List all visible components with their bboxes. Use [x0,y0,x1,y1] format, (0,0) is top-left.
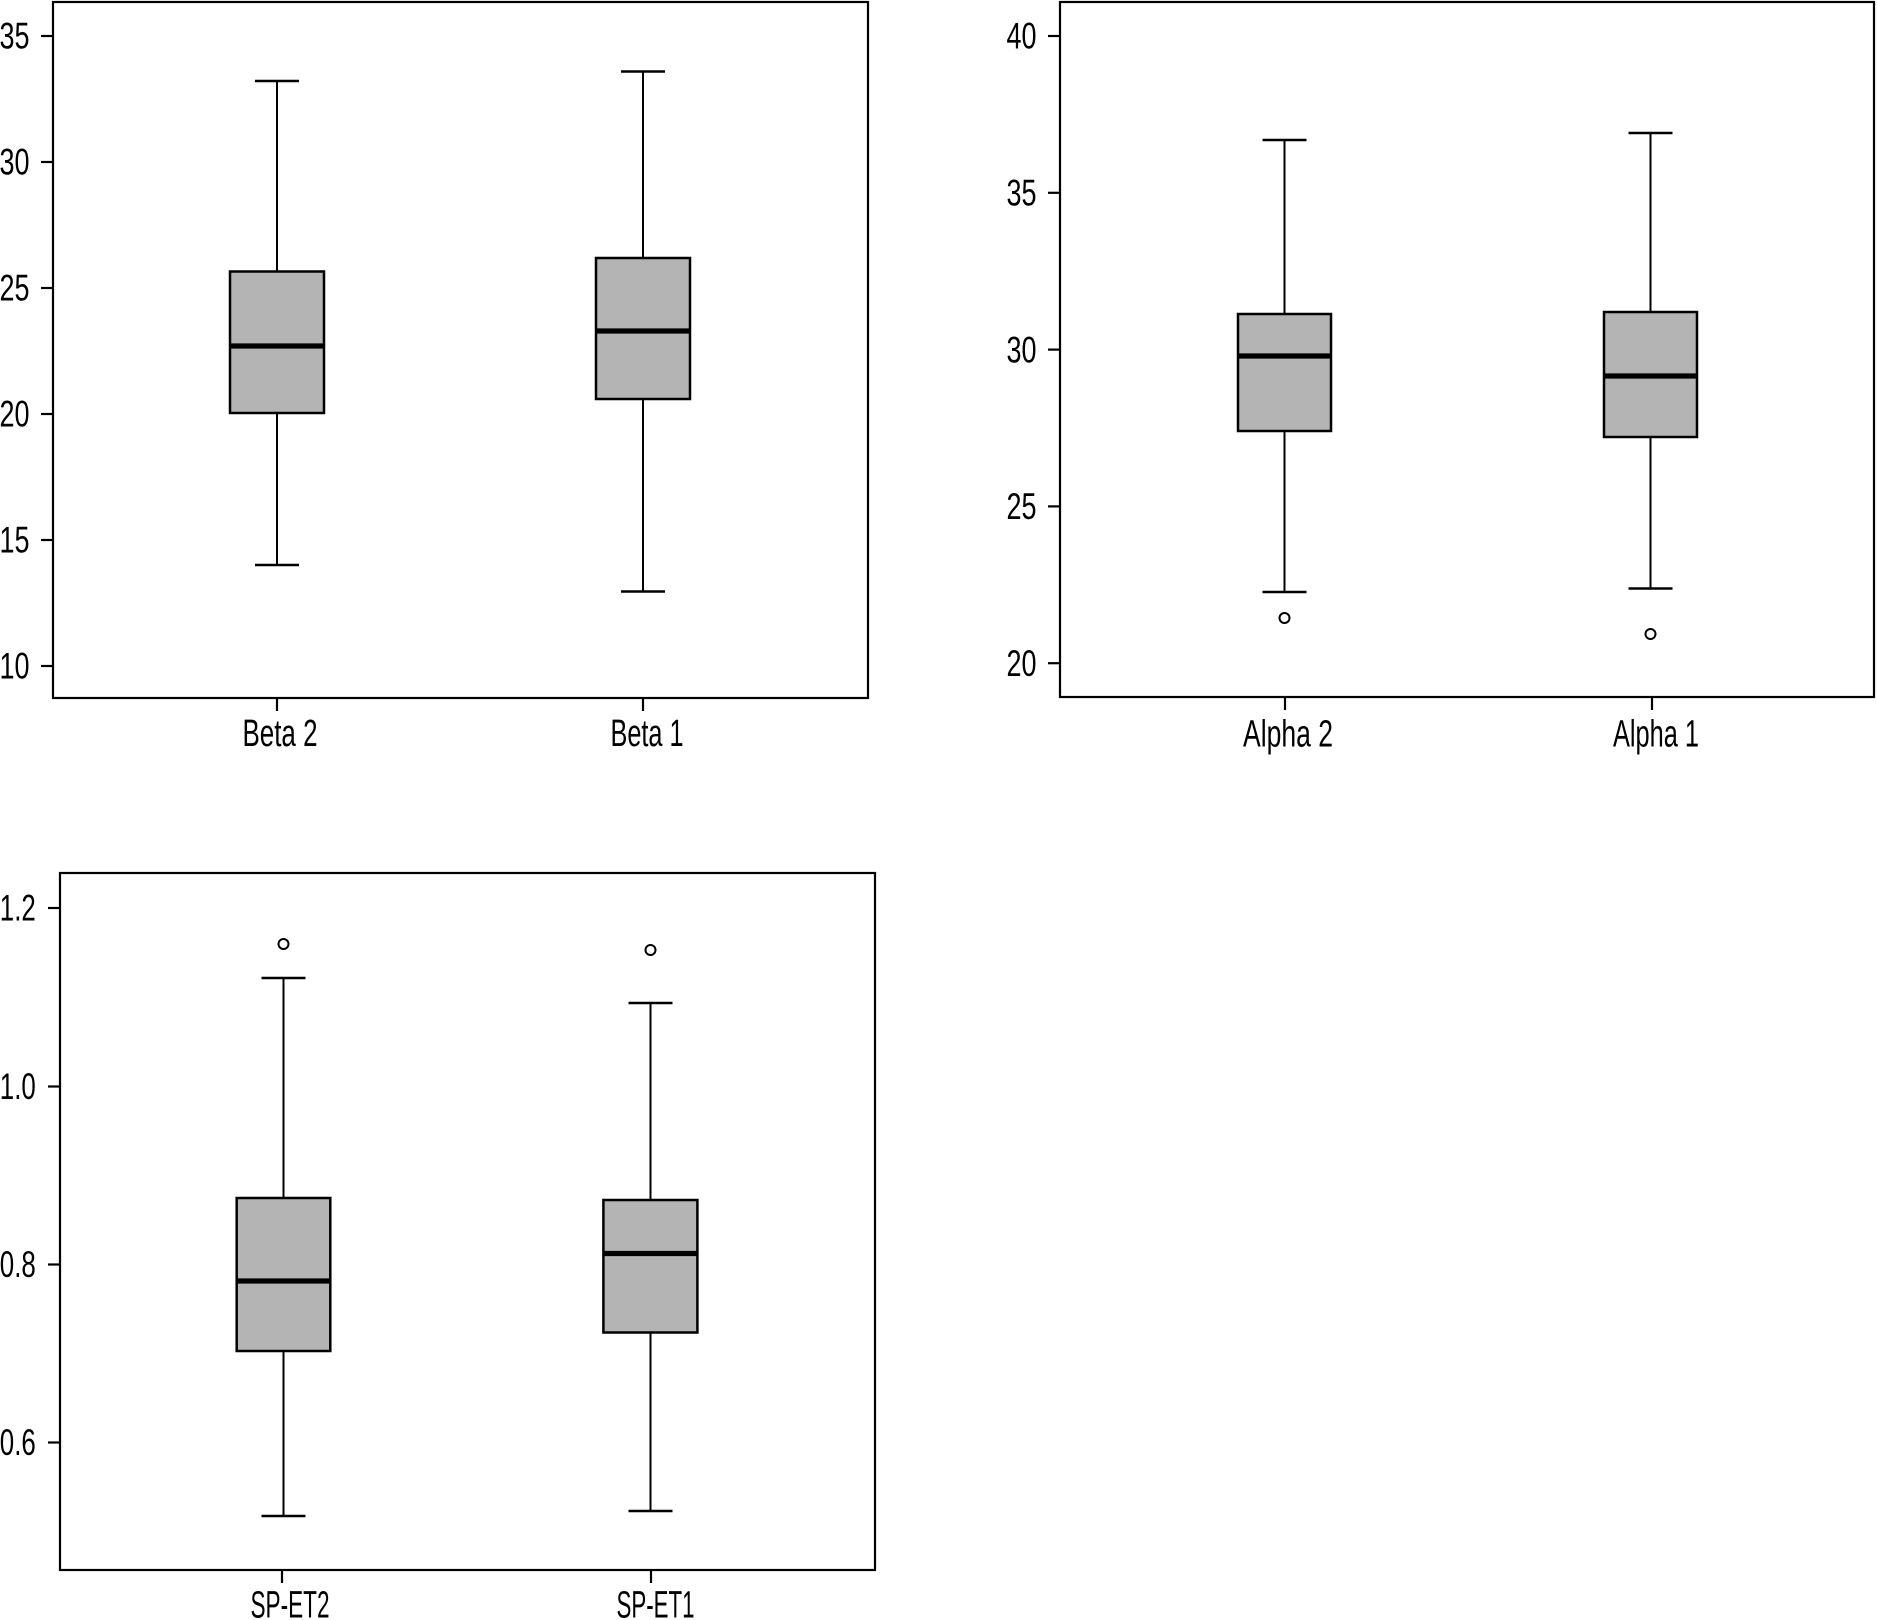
svg-text:20: 20 [1007,643,1037,684]
svg-text:35: 35 [1007,173,1037,214]
svg-text:25: 25 [0,268,30,309]
svg-text:30: 30 [1007,329,1037,370]
svg-text:Beta 1: Beta 1 [611,713,684,755]
svg-text:Beta 2: Beta 2 [243,713,318,755]
svg-text:1.2: 1.2 [0,888,36,929]
svg-text:SP-ET2: SP-ET2 [251,1585,330,1620]
svg-text:SP-ET1: SP-ET1 [617,1585,695,1620]
svg-text:35: 35 [0,16,30,57]
svg-text:0.8: 0.8 [0,1244,36,1285]
svg-text:25: 25 [1007,486,1037,527]
svg-text:30: 30 [0,142,30,183]
svg-text:Alpha 1: Alpha 1 [1613,714,1699,756]
svg-text:1.0: 1.0 [0,1066,36,1107]
svg-text:40: 40 [1007,16,1037,57]
svg-text:0.6: 0.6 [0,1422,36,1463]
svg-text:20: 20 [0,394,30,435]
svg-text:10: 10 [0,646,30,687]
svg-text:15: 15 [0,520,30,561]
svg-text:Alpha 2: Alpha 2 [1243,714,1333,756]
